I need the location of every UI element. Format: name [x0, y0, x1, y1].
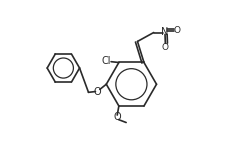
Text: O: O [174, 26, 181, 35]
Text: O: O [113, 112, 121, 122]
Text: N: N [161, 27, 169, 37]
Text: Cl: Cl [102, 56, 111, 66]
Text: O: O [93, 87, 101, 97]
Text: O: O [162, 43, 169, 52]
